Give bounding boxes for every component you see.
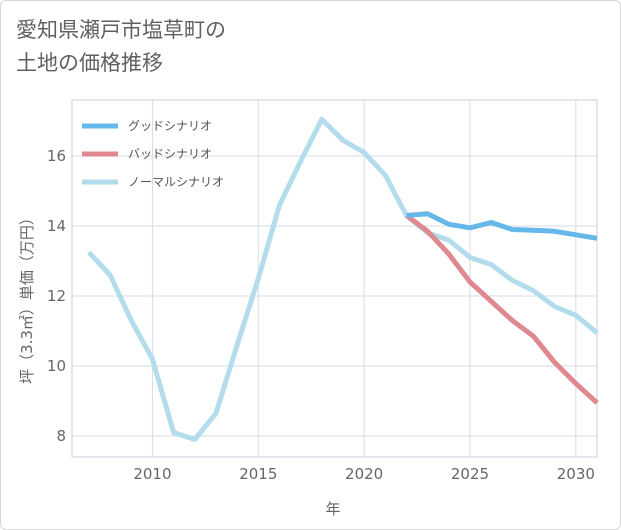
x-axis-title: 年 xyxy=(325,500,340,518)
series-line-0 xyxy=(406,211,598,241)
y-tick-label: 16 xyxy=(47,147,66,165)
x-tick-label: 2020 xyxy=(345,465,383,483)
x-tick-label: 2025 xyxy=(451,465,489,483)
chart-title-line2: 土地の価格推移 xyxy=(16,51,163,75)
chart-title: 愛知県瀬戸市塩草町の 土地の価格推移 xyxy=(16,14,226,80)
legend-label: バッドシナリオ xyxy=(128,147,212,161)
y-tick-label: 10 xyxy=(47,357,66,375)
y-tick-label: 14 xyxy=(47,217,66,235)
plot-lines xyxy=(87,116,599,442)
y-axis-title: 坪（3.3㎡）単価（万円） xyxy=(18,210,36,384)
series-line-2 xyxy=(87,116,599,442)
plot-area-border xyxy=(71,99,598,458)
legend-label: グッドシナリオ xyxy=(128,119,212,133)
x-tick-label: 2010 xyxy=(133,465,171,483)
x-tick-label: 2015 xyxy=(239,465,277,483)
legend-label: ノーマルシナリオ xyxy=(128,175,224,189)
tick-labels: 8 10 12 14 16 2010 2015 2020 2025 2030 xyxy=(47,147,595,483)
chart-title-line1: 愛知県瀬戸市塩草町の xyxy=(16,18,226,42)
x-tick-label: 2030 xyxy=(557,465,595,483)
series-line-1 xyxy=(405,213,599,405)
y-tick-label: 12 xyxy=(47,287,66,305)
y-tick-label: 8 xyxy=(56,427,66,445)
